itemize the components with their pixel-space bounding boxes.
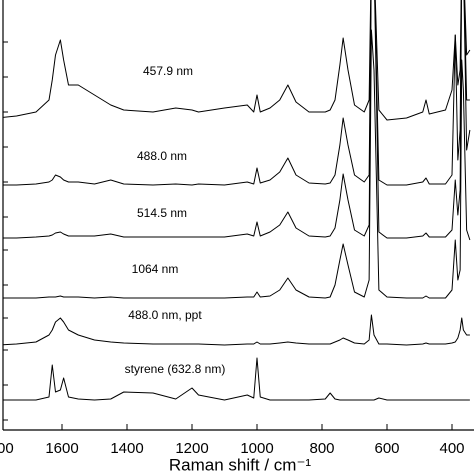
series-label: 488.0 nm xyxy=(137,149,187,163)
series-label: 457.9 nm xyxy=(143,64,193,78)
x-tick-label: 1000 xyxy=(240,440,273,457)
x-tick-label: 600 xyxy=(374,440,399,457)
spectrum-line xyxy=(3,0,471,121)
x-axis-label: Raman shift / cm⁻¹ xyxy=(169,455,312,474)
series-label: 514.5 nm xyxy=(137,206,187,220)
spectrum-line xyxy=(3,314,470,346)
x-tick-label: 400 xyxy=(439,440,464,457)
spectrum-line xyxy=(3,29,471,299)
x-tick-label: 1600 xyxy=(45,440,78,457)
spectrum-line xyxy=(3,0,471,239)
spectrum-line xyxy=(3,357,470,401)
series-label: styrene (632.8 nm) xyxy=(125,362,226,376)
plot-area xyxy=(3,0,471,401)
x-tick-label: 1400 xyxy=(110,440,143,457)
x-tick-label: 800 xyxy=(309,440,334,457)
x-tick-label: 1200 xyxy=(175,440,208,457)
x-tick-label: 1800 xyxy=(0,440,14,457)
series-label: 488.0 nm, ppt xyxy=(128,308,202,322)
spectrum-line xyxy=(3,0,470,186)
left-ticks xyxy=(3,41,8,421)
series-label: 1064 nm xyxy=(132,262,179,276)
